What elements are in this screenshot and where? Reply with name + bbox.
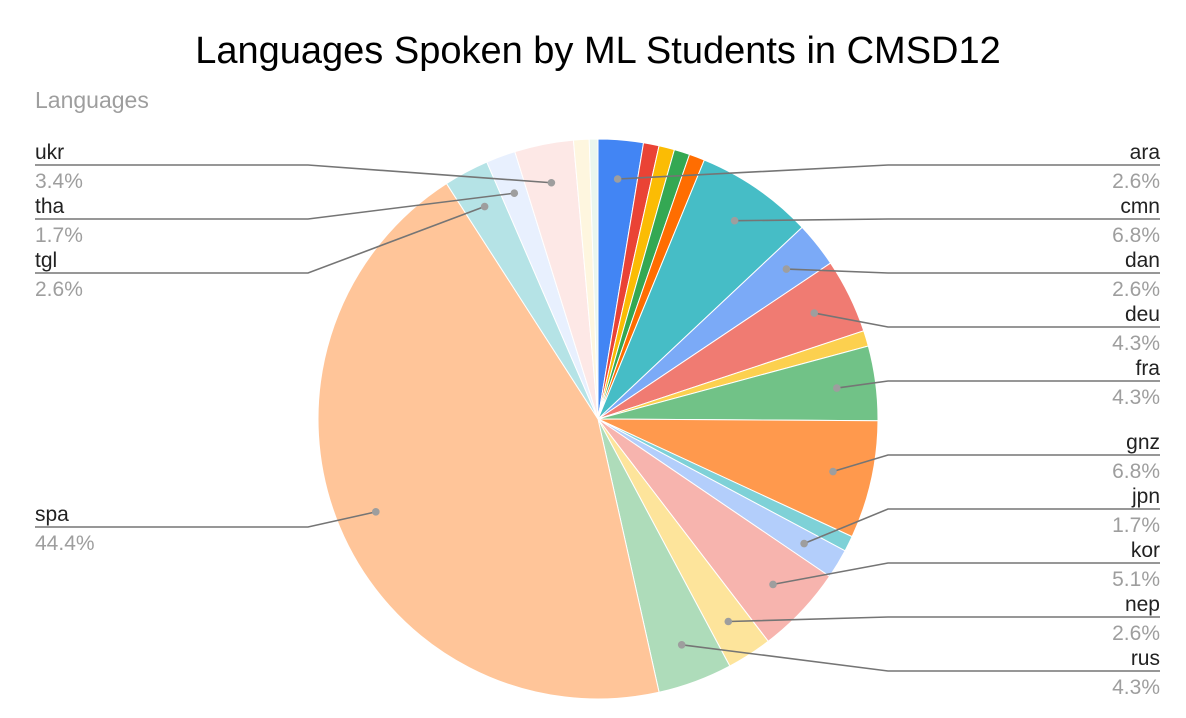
slice-percent-fra: 4.3% [1112, 386, 1160, 409]
slice-label-ukr: ukr [35, 141, 64, 164]
slice-label-rus: rus [1131, 647, 1160, 670]
leader-dot-tha [510, 189, 519, 198]
slice-percent-rus: 4.3% [1112, 676, 1160, 699]
slice-label-jpn: jpn [1131, 485, 1160, 508]
slice-label-cmn: cmn [1120, 195, 1160, 218]
pie-slice-gnz [597, 418, 879, 538]
slice-label-spa: spa [35, 503, 69, 526]
slice-percent-ukr: 3.4% [35, 170, 83, 193]
leader-dot-rus [677, 640, 686, 649]
leader-dot-nep [724, 617, 733, 626]
slice-percent-dan: 2.6% [1112, 278, 1160, 301]
slice-label-dan: dan [1125, 249, 1160, 272]
leader-dot-ukr [547, 178, 556, 187]
slice-percent-kor: 5.1% [1112, 568, 1160, 591]
leader-dot-fra [833, 384, 841, 392]
slice-labels: ara2.6%cmn6.8%dan2.6%deu4.3%fra4.3%gnz6.… [35, 141, 1160, 699]
slice-percent-tgl: 2.6% [35, 278, 83, 301]
leader-line-rus [681, 643, 1160, 672]
leader-line-ara [617, 164, 1160, 180]
slice-percent-deu: 4.3% [1112, 332, 1160, 355]
leader-line-jpn [803, 508, 1160, 545]
slice-percent-spa: 44.4% [35, 532, 95, 555]
slice-label-gnz: gnz [1126, 431, 1160, 454]
leader-line-dan [786, 268, 1160, 274]
slice-percent-ara: 2.6% [1112, 170, 1160, 193]
chart-title: Languages Spoken by ML Students in CMSD1… [195, 30, 1001, 72]
legend-title: Languages [35, 87, 149, 113]
leader-dot-cmn [730, 216, 739, 225]
slice-label-fra: fra [1135, 357, 1160, 380]
leader-dot-gnz [829, 467, 837, 476]
slice-label-tgl: tgl [35, 249, 57, 272]
slice-label-tha: tha [35, 195, 65, 218]
slice-percent-tha: 1.7% [35, 224, 83, 247]
slice-label-kor: kor [1131, 539, 1160, 562]
slice-percent-jpn: 1.7% [1112, 514, 1160, 537]
leader-line-fra [836, 380, 1160, 389]
pie-slices [317, 138, 879, 700]
leader-line-gnz [832, 454, 1160, 473]
leader-dot-spa [372, 508, 380, 516]
pie-slice-spa [317, 182, 660, 700]
pie-slice-cmn [597, 159, 803, 420]
leader-dot-deu [810, 309, 819, 317]
slice-label-ara: ara [1130, 141, 1161, 164]
leader-line-tha [35, 192, 515, 220]
slice-percent-nep: 2.6% [1112, 622, 1160, 645]
leader-dot-ara [613, 175, 622, 183]
leader-line-tgl [35, 205, 485, 274]
leader-line-cmn [734, 218, 1160, 222]
leader-dot-kor [769, 580, 777, 589]
pie-slice [588, 138, 599, 420]
leader-line-nep [728, 616, 1160, 623]
slice-percent-cmn: 6.8% [1112, 224, 1160, 247]
leader-dot-jpn [800, 539, 808, 548]
leader-line-deu [814, 312, 1160, 328]
leader-dot-tgl [480, 202, 489, 211]
slice-label-nep: nep [1125, 593, 1160, 616]
leader-line-kor [772, 562, 1160, 586]
slice-label-deu: deu [1125, 303, 1160, 326]
slice-percent-gnz: 6.8% [1112, 460, 1160, 483]
leader-line-spa [35, 511, 376, 528]
leader-dot-dan [782, 265, 791, 273]
leader-line-ukr [35, 164, 552, 184]
